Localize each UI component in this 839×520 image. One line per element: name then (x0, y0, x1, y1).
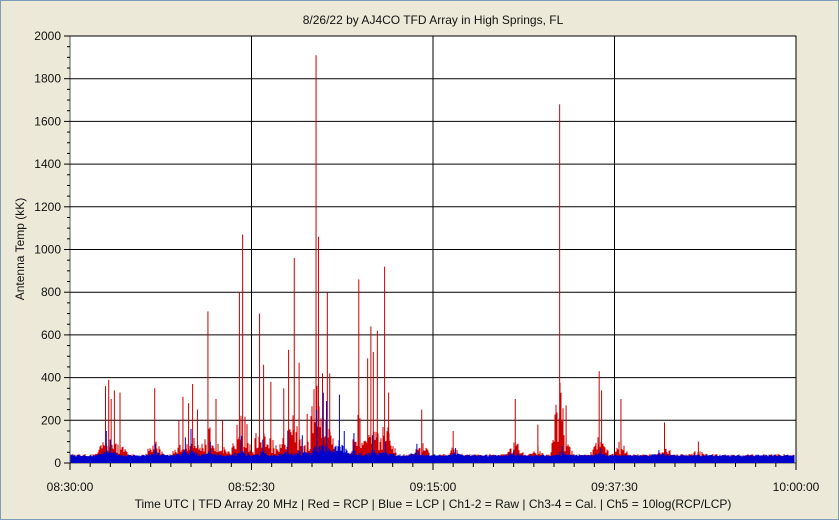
y-tick-label: 0 (54, 456, 61, 470)
y-tick-label: 1800 (34, 72, 61, 86)
y-axis-label: Antenna Temp (kK) (13, 198, 27, 301)
y-tick-label: 1600 (34, 114, 61, 128)
y-tick-label: 800 (41, 285, 61, 299)
y-tick-label: 600 (41, 328, 61, 342)
x-axis-label: Time UTC | TFD Array 20 MHz | Red = RCP … (135, 497, 732, 511)
x-tick-label: 08:30:00 (47, 480, 94, 494)
x-tick-label: 09:37:30 (591, 480, 638, 494)
x-tick-label: 09:15:00 (410, 480, 457, 494)
x-tick-label: 08:52:30 (228, 480, 275, 494)
y-tick-label: 1000 (34, 243, 61, 257)
grid-lines (70, 35, 797, 463)
y-tick-label: 1200 (34, 200, 61, 214)
y-axis-ticks: 0 200 400 600 800 1000 1200 1400 1600 1800 2000 (34, 29, 70, 470)
series-noise-trace (70, 440, 795, 463)
series-lcp (70, 392, 795, 463)
x-axis-ticks: 08:30:00 08:52:30 09:15:00 09:37:30 10:00:00 (47, 463, 820, 494)
y-tick-label: 400 (41, 371, 61, 385)
y-tick-label: 1400 (34, 157, 61, 171)
x-tick-label: 10:00:00 (773, 480, 820, 494)
y-tick-label: 2000 (34, 29, 61, 43)
chart-title: 8/26/22 by AJ4CO TFD Array in High Sprin… (303, 13, 564, 27)
y-tick-label: 200 (41, 413, 61, 427)
series-rcp (70, 55, 795, 463)
